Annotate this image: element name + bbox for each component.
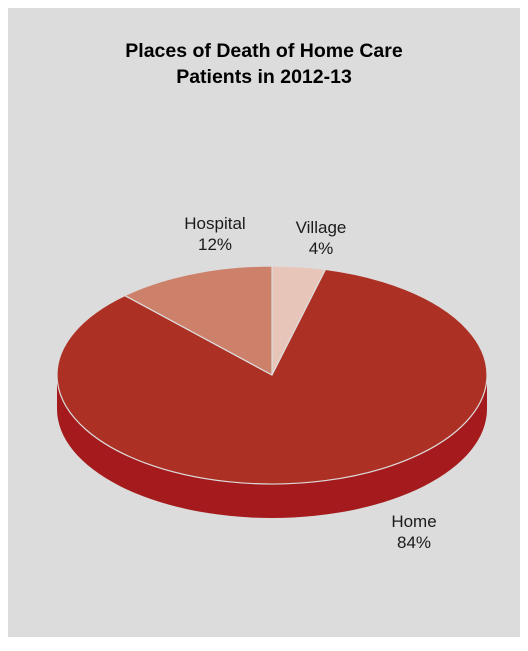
chart-title: Places of Death of Home Care Patients in… [0, 38, 528, 90]
slice-value-village: 4% [308, 239, 334, 258]
slice-name-hospital: Hospital [184, 214, 246, 233]
pie-slice-hospital [124, 265, 273, 376]
slice-label-home: Home 84% [374, 511, 454, 553]
chart-title-line-1: Places of Death of Home Care [125, 40, 403, 62]
slice-name-home: Home [391, 512, 437, 531]
slice-value-hospital: 12% [197, 235, 233, 254]
pie-slice-home [56, 268, 488, 485]
slice-label-hospital: Hospital 12% [160, 213, 270, 255]
slice-name-village: Village [295, 218, 347, 237]
slice-label-village: Village 4% [276, 217, 366, 259]
pie-side-home [57, 375, 487, 518]
slice-value-home: 84% [396, 533, 432, 552]
chart-title-line-2: Patients in 2012-13 [176, 66, 352, 88]
